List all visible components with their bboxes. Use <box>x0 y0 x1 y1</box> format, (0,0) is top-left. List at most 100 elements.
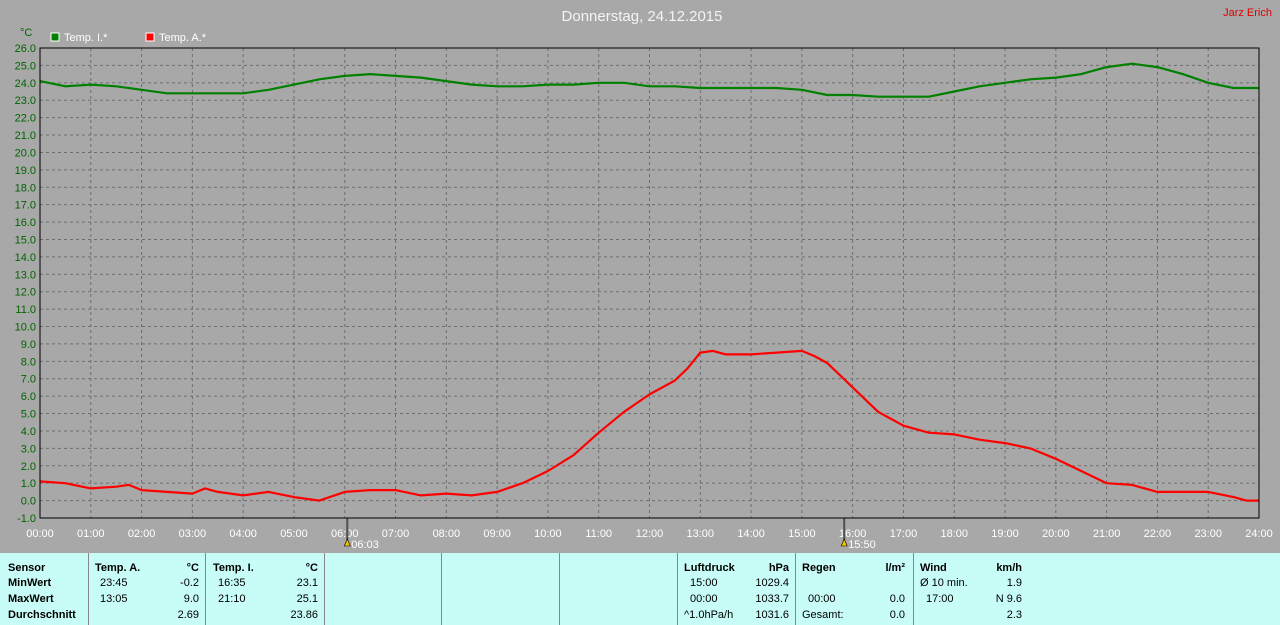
luftdruck-max-time: 00:00 <box>690 593 718 605</box>
wind-extra-value: 2.3 <box>1006 609 1022 621</box>
wind-header: Wind <box>920 562 947 574</box>
sunrise-sun-icon <box>343 538 351 547</box>
legend-label-temp-a: Temp. A.* <box>159 32 207 44</box>
x-tick-label: 19:00 <box>991 528 1019 540</box>
y-tick-label: 6.0 <box>21 391 36 403</box>
y-tick-label: 22.0 <box>15 113 36 125</box>
x-tick-label: 17:00 <box>890 528 918 540</box>
row-label-max: MaxWert <box>8 593 54 605</box>
temp-a-max-time: 13:05 <box>100 593 128 605</box>
sensor-header: Sensor <box>8 562 46 574</box>
x-tick-label: 20:00 <box>1042 528 1070 540</box>
wind-max-value: N 9.6 <box>995 593 1022 605</box>
sun-markers: 06:03 15:50 <box>343 518 876 551</box>
wind-avg-value: 1.9 <box>1006 577 1022 589</box>
luftdruck-min-time: 15:00 <box>690 577 718 589</box>
regen-unit: l/m² <box>885 562 905 574</box>
temp-i-max-time: 21:10 <box>218 593 246 605</box>
y-tick-label: 3.0 <box>21 443 36 455</box>
stats-col-temp-i: Temp. I. °C 16:35 23.1 21:10 25.1 23.86 <box>206 553 325 625</box>
temp-a-max-value: 9.0 <box>183 593 199 605</box>
y-tick-label: 17.0 <box>15 200 36 212</box>
regen-header: Regen <box>802 562 836 574</box>
x-tick-label: 04:00 <box>229 528 257 540</box>
series-line-temp-a <box>39 349 1259 502</box>
temp-i-min-value: 23.1 <box>296 577 318 589</box>
stats-col-empty-2 <box>442 553 560 625</box>
luftdruck-trend-value: 1031.6 <box>755 609 789 621</box>
y-tick-label: 23.0 <box>15 95 36 107</box>
y-tick-label: 0.0 <box>21 496 36 508</box>
y-tick-label: 19.0 <box>15 165 36 177</box>
x-tick-label: 14:00 <box>737 528 765 540</box>
temp-a-unit: °C <box>186 562 199 574</box>
y-tick-label: 11.0 <box>15 304 36 316</box>
y-tick-label: 4.0 <box>21 426 36 438</box>
y-tick-label: 24.0 <box>15 78 36 90</box>
x-tick-label: 06:00 <box>331 528 359 540</box>
y-axis-ticks: -1.0 0.0 1.0 2.0 3.0 4.0 5.0 6.0 7.0 8.0 9.0 10.0 11… <box>15 43 36 525</box>
series-lines <box>39 62 1259 502</box>
y-tick-label: 5.0 <box>21 409 36 421</box>
regen-max-value: 0.0 <box>889 593 905 605</box>
regen-max-time: 00:00 <box>808 593 836 605</box>
temp-a-header: Temp. A. <box>95 562 141 574</box>
legend: Temp. I.* Temp. A.* <box>50 32 207 44</box>
y-tick-label: 18.0 <box>15 182 36 194</box>
y-tick-label: 14.0 <box>15 252 36 264</box>
x-tick-label: 08:00 <box>433 528 461 540</box>
wind-avg-label: Ø 10 min. <box>920 577 968 589</box>
x-tick-label: 13:00 <box>687 528 715 540</box>
legend-label-temp-i: Temp. I.* <box>64 32 108 44</box>
luftdruck-max-value: 1033.7 <box>755 593 789 605</box>
stats-col-regen: Regen l/m² 00:00 0.0 Gesamt: 0.0 <box>796 553 914 625</box>
y-axis-unit: °C <box>20 27 32 39</box>
temp-i-max-value: 25.1 <box>296 593 318 605</box>
stats-col-empty-3 <box>560 553 678 625</box>
grid <box>40 47 1259 519</box>
y-tick-label: 2.0 <box>21 461 36 473</box>
y-tick-label: 15.0 <box>15 234 36 246</box>
y-tick-label: 7.0 <box>21 374 36 386</box>
temp-i-min-time: 16:35 <box>218 577 246 589</box>
x-tick-label: 16:00 <box>839 528 867 540</box>
x-tick-label: 15:00 <box>788 528 816 540</box>
series-line-temp-i <box>39 62 1259 98</box>
temp-a-avg-value: 2.69 <box>177 609 199 621</box>
x-tick-label: 23:00 <box>1194 528 1222 540</box>
wind-unit: km/h <box>996 562 1022 574</box>
wind-max-time: 17:00 <box>926 593 954 605</box>
x-tick-label: 00:00 <box>26 528 54 540</box>
regen-total-label: Gesamt: <box>802 609 844 621</box>
stats-col-luftdruck: Luftdruck hPa 15:00 1029.4 00:00 1033.7 … <box>678 553 796 625</box>
stats-col-empty-1 <box>325 553 442 625</box>
temp-a-min-value: -0.2 <box>180 577 199 589</box>
y-tick-label: 25.0 <box>15 60 36 72</box>
y-tick-label: 26.0 <box>15 43 36 55</box>
stats-col-sensor: Sensor MinWert MaxWert Durchschnitt <box>0 553 89 625</box>
x-tick-label: 09:00 <box>483 528 511 540</box>
x-tick-label: 12:00 <box>636 528 664 540</box>
x-tick-label: 05:00 <box>280 528 308 540</box>
y-tick-label: 16.0 <box>15 217 36 229</box>
y-tick-label: 12.0 <box>15 287 36 299</box>
statistics-panel: Sensor MinWert MaxWert Durchschnitt Temp… <box>0 553 1280 625</box>
temperature-chart: Donnerstag, 24.12.2015 Jarz Erich °C Tem… <box>15 7 1273 551</box>
luftdruck-header: Luftdruck <box>684 562 735 574</box>
y-tick-label: 1.0 <box>21 478 36 490</box>
x-tick-label: 10:00 <box>534 528 562 540</box>
temp-i-header: Temp. I. <box>213 562 254 574</box>
x-tick-label: 03:00 <box>179 528 207 540</box>
regen-total-value: 0.0 <box>889 609 905 621</box>
legend-swatch-temp-a <box>145 32 155 42</box>
sunset-time: 15:50 <box>848 539 876 551</box>
x-tick-label: 22:00 <box>1144 528 1172 540</box>
plot-frame <box>39 47 1260 519</box>
x-tick-label: 21:00 <box>1093 528 1121 540</box>
y-tick-label: 13.0 <box>15 269 36 281</box>
legend-swatch-temp-i <box>50 32 60 42</box>
sunrise-time: 06:03 <box>351 539 379 551</box>
x-tick-label: 11:00 <box>585 528 612 540</box>
row-label-min: MinWert <box>8 577 52 589</box>
x-tick-label: 18:00 <box>940 528 968 540</box>
